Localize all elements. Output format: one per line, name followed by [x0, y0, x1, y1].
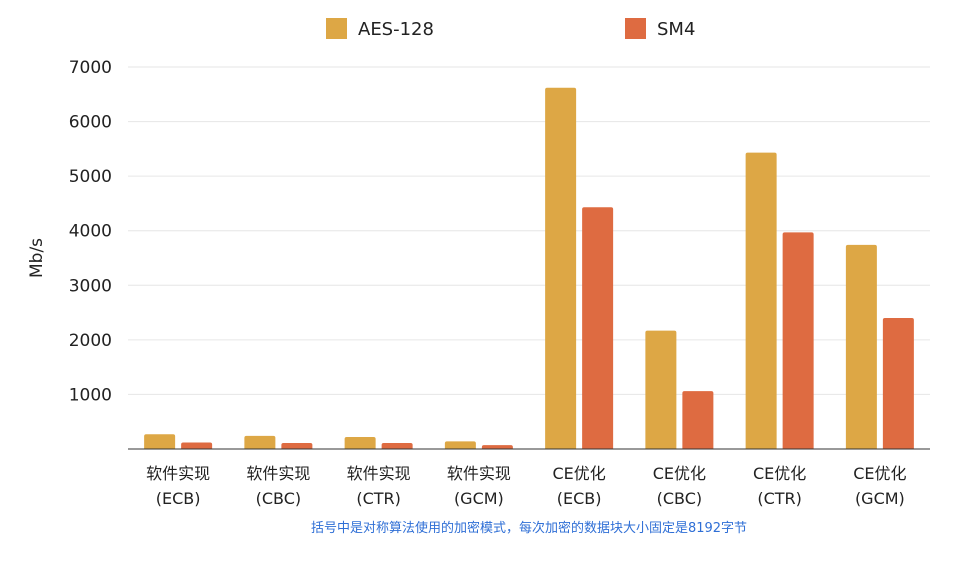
legend-swatch — [326, 18, 347, 39]
bar-sm4-7 — [882, 318, 914, 449]
x-category-label: (GCM) — [454, 489, 504, 508]
bar-aes-128-6 — [745, 152, 777, 450]
x-axis-categories: 软件实现 (ECB) 软件实现 (CBC) 软件实现 (CTR) 软件实现 (GCM) CE优化… — [146, 464, 906, 508]
x-category-label: 软件实现 — [246, 464, 310, 483]
bar-sm4-4 — [582, 207, 614, 449]
bar-aes-128-3 — [444, 441, 476, 449]
chart-note: 括号中是对称算法使用的加密模式，每次加密的数据块大小固定是8192字节 — [311, 520, 747, 536]
bar-aes-128-1 — [244, 435, 276, 449]
x-category-label: (CBC) — [256, 489, 302, 508]
x-category-label: CE优化 — [653, 464, 706, 483]
bar-aes-128-2 — [344, 436, 376, 449]
x-category-label: (ECB) — [557, 489, 602, 508]
x-category-label: 软件实现 — [447, 464, 511, 483]
y-tick-label: 4000 — [69, 222, 112, 242]
bar-sm4-2 — [381, 442, 413, 449]
legend: AES-128 SM4 — [326, 18, 695, 40]
y-tick-label: 1000 — [69, 385, 112, 405]
bar-sm4-1 — [281, 442, 313, 449]
bar-aes-128-0 — [144, 434, 176, 449]
x-category-label: CE优化 — [853, 464, 906, 483]
bar-aes-128-7 — [845, 244, 877, 449]
x-category-label: CE优化 — [753, 464, 806, 483]
legend-label: SM4 — [657, 19, 695, 40]
x-category-label: CE优化 — [552, 464, 605, 483]
y-tick-label: 2000 — [69, 331, 112, 351]
bar-sm4-0 — [181, 442, 213, 449]
bar-aes-128-5 — [645, 330, 677, 449]
legend-label: AES-128 — [358, 19, 434, 40]
x-category-label: (GCM) — [855, 489, 905, 508]
y-tick-label: 5000 — [69, 167, 112, 187]
x-category-label: (CTR) — [356, 489, 401, 508]
bar-sm4-6 — [782, 232, 814, 449]
x-category-label: (CTR) — [757, 489, 802, 508]
x-category-label: 软件实现 — [347, 464, 411, 483]
bars — [144, 87, 914, 450]
legend-swatch — [625, 18, 646, 39]
y-tick-label: 3000 — [69, 276, 112, 296]
y-axis-ticks: 1000 2000 3000 4000 5000 6000 7000 — [69, 58, 112, 405]
bar-sm4-3 — [481, 445, 513, 449]
x-category-label: 软件实现 — [146, 464, 210, 483]
x-category-label: (CBC) — [657, 489, 703, 508]
grid-lines — [128, 66, 930, 395]
y-axis-label: Mb/s — [27, 238, 47, 278]
y-tick-label: 6000 — [69, 113, 112, 133]
x-category-label: (ECB) — [156, 489, 201, 508]
bar-sm4-5 — [682, 391, 714, 449]
y-tick-label: 7000 — [69, 58, 112, 78]
bar-aes-128-4 — [545, 87, 577, 449]
